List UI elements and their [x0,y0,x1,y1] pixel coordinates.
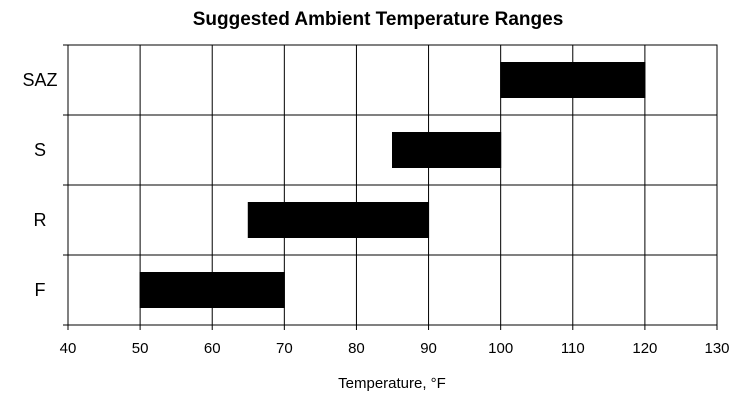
x-tick-label: 130 [704,340,729,357]
category-label-saz: SAZ [22,70,57,90]
range-bar-r [247,202,430,238]
x-tick-label: 90 [420,340,437,357]
category-label-s: S [34,140,46,160]
x-axis-ticks: 40 50 60 70 80 90 100 110 120 130 [60,44,730,357]
range-bar-f [139,272,285,308]
x-tick-label: 70 [276,340,293,357]
chart-title: Suggested Ambient Temperature Ranges [193,9,564,30]
range-bar-saz [500,62,646,98]
x-tick-label: 120 [632,340,657,357]
y-axis-categories: F R S SAZ [22,70,57,300]
category-label-f: F [35,280,46,300]
x-tick-label: 110 [561,340,585,357]
bars [139,62,646,308]
x-axis-label: Temperature, °F [338,375,446,392]
x-tick-label: 80 [348,340,365,357]
x-tick-label: 50 [132,340,149,357]
category-label-r: R [34,210,47,230]
x-tick-label: 40 [60,340,77,357]
range-bar-s [392,132,502,168]
x-tick-label: 60 [204,340,221,357]
x-tick-label: 100 [488,340,513,357]
